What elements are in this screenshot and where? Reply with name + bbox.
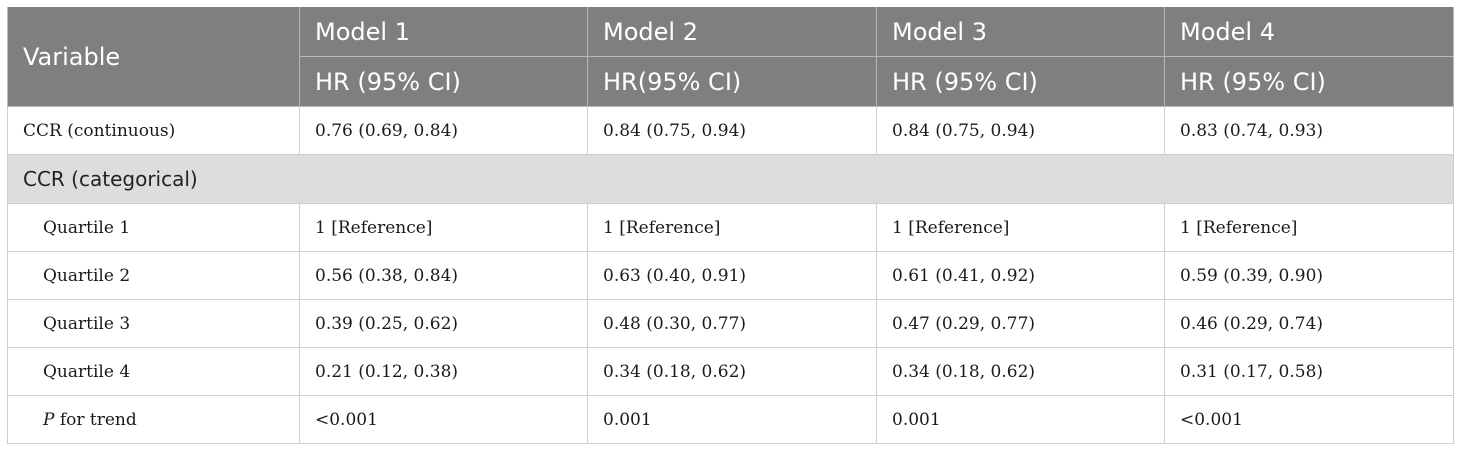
table-cell: 0.84 (0.75, 0.94)	[587, 106, 877, 155]
table-cell: 0.59 (0.39, 0.90)	[1164, 251, 1454, 300]
header-row-models: Variable Model 1 Model 2 Model 3 Model 4	[7, 7, 1454, 107]
header-hr-3: HR (95% CI)	[876, 56, 1165, 107]
header-row-hr: HR (95% CI) HR(95% CI) HR (95% CI) HR (9…	[8, 56, 1454, 107]
table-cell: 0.39 (0.25, 0.62)	[299, 299, 588, 348]
table-cell: 0.61 (0.41, 0.92)	[876, 251, 1165, 300]
trend-label-rest: for trend	[54, 409, 137, 430]
table-cell: 0.48 (0.30, 0.77)	[587, 299, 877, 348]
table-cell: 0.47 (0.29, 0.77)	[876, 299, 1165, 348]
table-cell: 0.56 (0.38, 0.84)	[299, 251, 588, 300]
row-label: CCR (continuous)	[7, 106, 300, 155]
table-cell: 0.76 (0.69, 0.84)	[299, 106, 588, 155]
table-cell: 1 [Reference]	[876, 203, 1165, 252]
header-model-4: Model 4	[1164, 7, 1454, 57]
table-cell: 0.46 (0.29, 0.74)	[1164, 299, 1454, 348]
section-row: CCR (categorical)	[7, 154, 1454, 204]
table-cell: 0.83 (0.74, 0.93)	[1164, 106, 1454, 155]
row-label: Quartile 1	[7, 203, 300, 252]
table-cell: 1 [Reference]	[1164, 203, 1454, 252]
table-cell: 0.21 (0.12, 0.38)	[299, 347, 588, 396]
table-cell: <0.001	[299, 395, 588, 444]
header-model-3: Model 3	[876, 7, 1165, 57]
header-model-1: Model 1	[299, 7, 588, 57]
header-hr-4: HR (95% CI)	[1164, 56, 1454, 107]
table-cell: 1 [Reference]	[587, 203, 877, 252]
table-row: Quartile 2 0.56 (0.38, 0.84) 0.63 (0.40,…	[7, 251, 1454, 300]
table-row: P for trend <0.001 0.001 0.001 <0.001	[7, 395, 1454, 444]
section-label: CCR (categorical)	[7, 154, 1454, 204]
table-cell: 0.84 (0.75, 0.94)	[876, 106, 1165, 155]
table-cell: 0.31 (0.17, 0.58)	[1164, 347, 1454, 396]
row-label: Quartile 3	[7, 299, 300, 348]
table-row: CCR (continuous) 0.76 (0.69, 0.84) 0.84 …	[7, 106, 1454, 155]
row-label: Quartile 2	[7, 251, 300, 300]
hazard-ratio-table: Variable Model 1 Model 2 Model 3 Model 4…	[7, 7, 1454, 444]
table-cell: 1 [Reference]	[299, 203, 588, 252]
header-hr-1: HR (95% CI)	[299, 56, 588, 107]
header-model-2: Model 2	[587, 7, 877, 57]
row-label: Quartile 4	[7, 347, 300, 396]
row-label-trend: P for trend	[7, 395, 300, 444]
table-cell: 0.34 (0.18, 0.62)	[587, 347, 877, 396]
trend-label-italic: P	[43, 409, 55, 430]
table-row: Quartile 4 0.21 (0.12, 0.38) 0.34 (0.18,…	[7, 347, 1454, 396]
table-cell: <0.001	[1164, 395, 1454, 444]
table-cell: 0.001	[587, 395, 877, 444]
header-hr-2: HR(95% CI)	[587, 56, 877, 107]
table-cell: 0.34 (0.18, 0.62)	[876, 347, 1165, 396]
table-row: Quartile 1 1 [Reference] 1 [Reference] 1…	[7, 203, 1454, 252]
table-cell: 0.001	[876, 395, 1165, 444]
header-variable: Variable	[7, 7, 300, 107]
table-cell: 0.63 (0.40, 0.91)	[587, 251, 877, 300]
table-row: Quartile 3 0.39 (0.25, 0.62) 0.48 (0.30,…	[7, 299, 1454, 348]
